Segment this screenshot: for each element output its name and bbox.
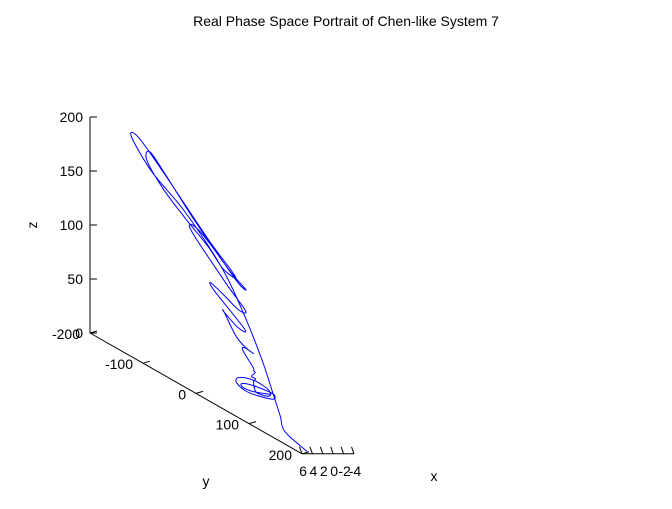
x-tick-mark: [340, 446, 345, 454]
y-tick-mark: [142, 360, 151, 364]
x-tick-label: -2: [338, 463, 351, 479]
x-tick-label: 6: [299, 463, 307, 479]
x-tick-label: -4: [349, 463, 362, 479]
y-tick-label: -100: [105, 356, 133, 372]
x-tick-mark: [319, 446, 324, 454]
chart-title: Real Phase Space Portrait of Chen-like S…: [193, 13, 499, 29]
x-tick-mark: [309, 446, 313, 454]
x-tick-mark: [330, 446, 334, 454]
y-tick-mark: [248, 421, 257, 425]
y-tick-mark: [195, 390, 204, 394]
z-axis-label: z: [24, 222, 40, 229]
x-tick-mark: [351, 446, 355, 454]
z-tick-label: 200: [60, 109, 84, 125]
x-tick-label: 2: [320, 463, 328, 479]
y-tick-label: 100: [216, 417, 240, 433]
x-tick-label: 4: [310, 463, 318, 479]
z-tick-label: 0: [75, 325, 83, 341]
y-tick-label: 200: [269, 447, 293, 463]
y-tick-label: -200: [52, 326, 80, 342]
y-tick-mark: [301, 451, 310, 455]
y-tick-label: 0: [178, 386, 186, 402]
x-tick-label: 0: [330, 463, 338, 479]
y-axis-label: y: [203, 473, 210, 489]
x-tick-mark: [299, 446, 303, 454]
x-axis-label: x: [431, 468, 438, 484]
z-tick-label: 150: [60, 163, 84, 179]
series-line-trajectory: [130, 131, 308, 452]
z-tick-label: 50: [67, 271, 83, 287]
z-tick-label: 100: [60, 217, 84, 233]
